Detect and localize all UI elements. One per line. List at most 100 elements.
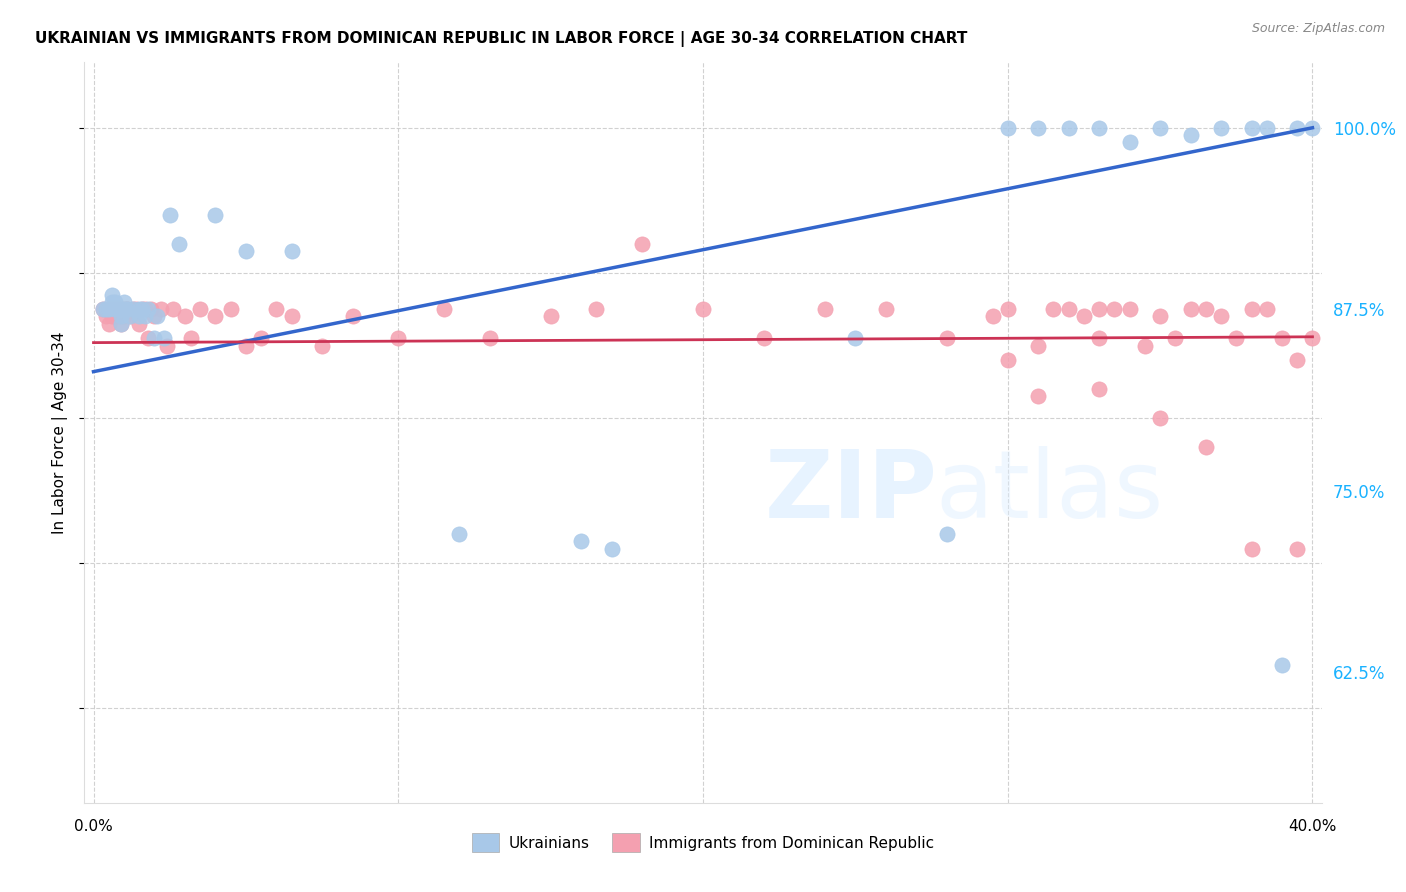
Point [387,331,409,345]
Point [1118,136,1140,150]
Point [540,310,562,324]
Point [149,302,172,317]
Point [1149,411,1171,425]
Point [101,295,124,310]
Point [1301,331,1323,345]
Point [146,310,169,324]
Point [120,310,142,324]
Point [997,302,1019,317]
Text: Source: ZipAtlas.com: Source: ZipAtlas.com [1251,22,1385,36]
Point [156,338,179,352]
Point [128,302,150,317]
Point [814,302,837,317]
Y-axis label: In Labor Force | Age 30-34: In Labor Force | Age 30-34 [52,331,69,534]
Point [1088,382,1111,396]
Point [1180,302,1202,317]
Point [143,310,166,324]
Point [997,120,1019,135]
Point [1195,302,1218,317]
Point [141,302,163,317]
Point [1209,120,1232,135]
Point [1057,302,1080,317]
Point [101,310,124,324]
Point [128,317,150,331]
Point [1104,302,1126,317]
Point [112,302,135,317]
Point [1225,331,1247,345]
Point [1088,120,1111,135]
Point [752,331,775,345]
Point [1073,310,1095,324]
Text: UKRAINIAN VS IMMIGRANTS FROM DOMINICAN REPUBLIC IN LABOR FORCE | AGE 30-34 CORRE: UKRAINIAN VS IMMIGRANTS FROM DOMINICAN R… [35,31,967,47]
Point [844,331,866,345]
Point [1240,541,1263,556]
Point [1026,120,1049,135]
Point [875,302,897,317]
Point [935,331,957,345]
Point [101,302,124,317]
Point [107,302,129,317]
Point [110,317,132,331]
Point [235,244,257,259]
Point [94,302,117,317]
Point [143,331,166,345]
Point [1180,128,1202,142]
Point [280,244,302,259]
Point [107,302,129,317]
Point [1286,353,1309,368]
Point [131,302,153,317]
Point [1240,302,1263,317]
Point [110,310,132,324]
Point [180,331,202,345]
Point [1286,541,1309,556]
Point [204,208,226,222]
Text: ZIP: ZIP [765,446,938,538]
Legend: Ukrainians, Immigrants from Dominican Republic: Ukrainians, Immigrants from Dominican Re… [465,827,941,858]
Point [219,302,242,317]
Point [1209,310,1232,324]
Point [162,302,184,317]
Point [115,302,138,317]
Point [94,310,117,324]
Point [1256,120,1278,135]
Point [122,302,145,317]
Point [342,310,364,324]
Point [112,302,135,317]
Point [134,310,156,324]
Point [449,527,471,541]
Point [138,302,160,317]
Point [1088,302,1111,317]
Point [997,353,1019,368]
Point [204,310,226,324]
Point [138,331,160,345]
Point [1301,120,1323,135]
Point [134,302,156,317]
Point [115,302,138,317]
Point [131,302,153,317]
Point [1133,338,1156,352]
Point [110,302,132,317]
Point [1164,331,1187,345]
Point [280,310,302,324]
Point [585,302,607,317]
Point [104,302,127,317]
Point [107,310,129,324]
Point [250,331,273,345]
Point [935,527,957,541]
Point [104,302,127,317]
Point [91,302,114,317]
Point [112,295,135,310]
Point [235,338,257,352]
Point [167,236,190,251]
Point [1271,331,1294,345]
Point [110,317,132,331]
Point [115,302,138,317]
Point [311,338,333,352]
Point [692,302,714,317]
Point [122,302,145,317]
Point [1256,302,1278,317]
Point [101,287,124,301]
Point [631,236,654,251]
Point [1026,338,1049,352]
Point [128,310,150,324]
